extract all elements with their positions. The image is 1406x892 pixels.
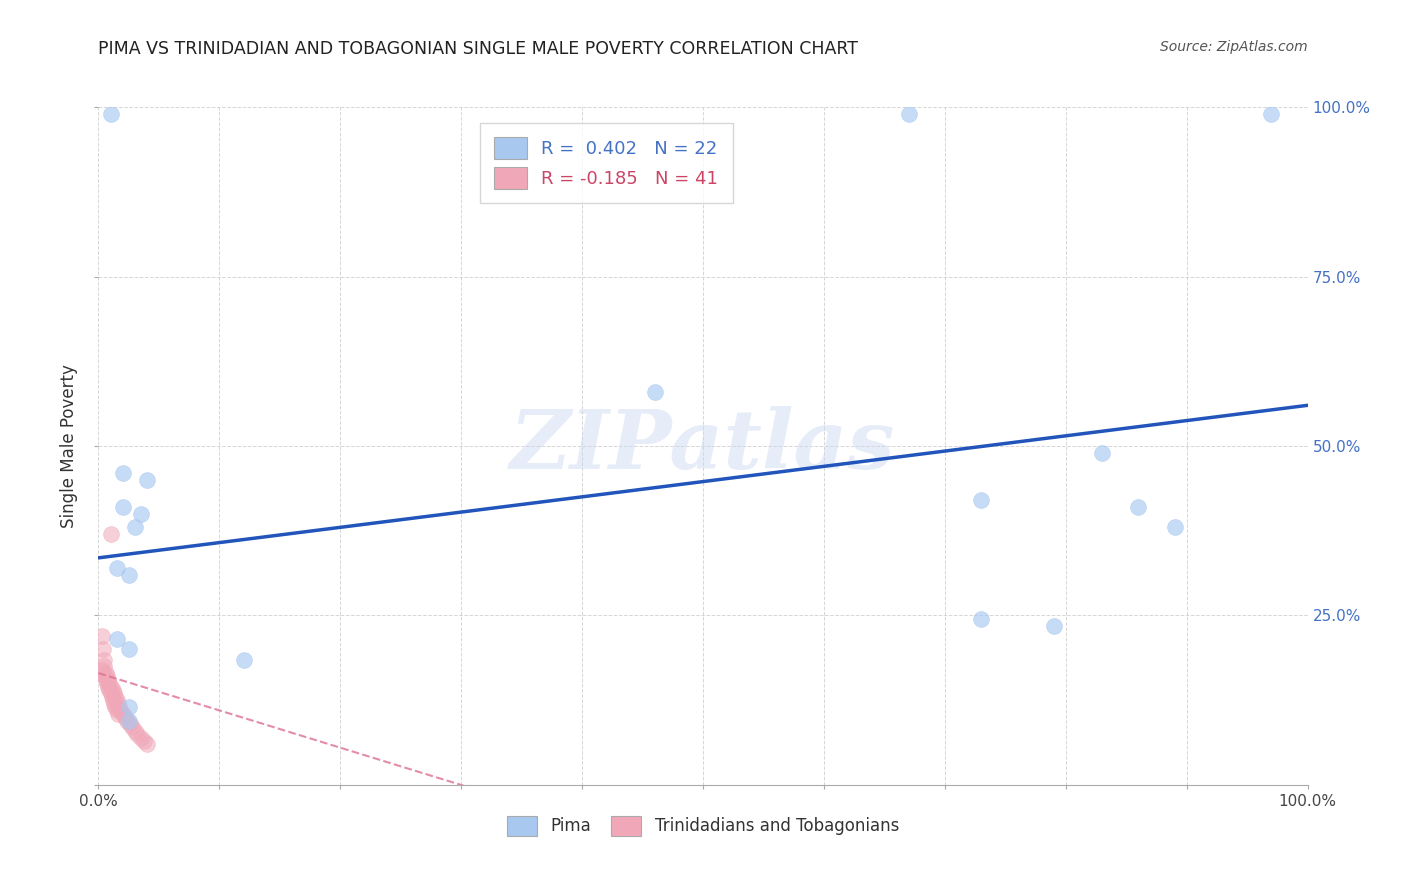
Point	[135, 737, 157, 751]
Point	[105, 693, 128, 707]
Point	[124, 723, 146, 738]
Point	[970, 612, 993, 626]
Point	[135, 473, 157, 487]
Point	[91, 663, 114, 677]
Point	[1042, 618, 1064, 632]
Point	[100, 690, 122, 704]
Text: ZIPatlas: ZIPatlas	[510, 406, 896, 486]
Point	[1163, 520, 1185, 534]
Point	[108, 700, 131, 714]
Point	[94, 666, 117, 681]
Point	[96, 669, 118, 683]
Point	[108, 703, 131, 717]
Point	[121, 720, 143, 734]
Point	[96, 676, 118, 690]
Point	[103, 686, 125, 700]
Point	[97, 680, 120, 694]
Point	[101, 683, 124, 698]
Point	[1128, 500, 1150, 514]
Point	[91, 629, 114, 643]
Text: Source: ZipAtlas.com: Source: ZipAtlas.com	[1160, 40, 1308, 54]
Point	[98, 683, 121, 698]
Y-axis label: Single Male Poverty: Single Male Poverty	[60, 364, 79, 528]
Point	[118, 567, 141, 582]
Point	[129, 507, 152, 521]
Point	[104, 690, 127, 704]
Point	[1260, 107, 1282, 121]
Point	[93, 652, 115, 666]
Point	[117, 714, 139, 728]
Point	[93, 669, 115, 683]
Point	[103, 697, 125, 711]
Point	[118, 714, 141, 728]
Point	[94, 673, 117, 687]
Text: PIMA VS TRINIDADIAN AND TOBAGONIAN SINGLE MALE POVERTY CORRELATION CHART: PIMA VS TRINIDADIAN AND TOBAGONIAN SINGL…	[98, 40, 859, 58]
Point	[93, 659, 115, 673]
Point	[98, 676, 121, 690]
Point	[97, 673, 120, 687]
Point	[101, 693, 124, 707]
Point	[134, 734, 156, 748]
Point	[129, 731, 152, 745]
Point	[124, 520, 146, 534]
Point	[111, 706, 134, 721]
Point	[118, 642, 141, 657]
Point	[100, 680, 122, 694]
Point	[114, 710, 136, 724]
Point	[111, 500, 134, 514]
Point	[107, 706, 129, 721]
Point	[91, 666, 114, 681]
Point	[107, 697, 129, 711]
Point	[104, 700, 127, 714]
Point	[100, 527, 122, 541]
Point	[118, 717, 141, 731]
Point	[111, 466, 134, 480]
Point	[105, 703, 128, 717]
Point	[232, 652, 254, 666]
Point	[100, 107, 122, 121]
Legend: Pima, Trinidadians and Tobagonians: Pima, Trinidadians and Tobagonians	[499, 807, 907, 845]
Point	[1091, 446, 1114, 460]
Point	[897, 107, 920, 121]
Point	[100, 686, 122, 700]
Point	[105, 632, 128, 647]
Point	[644, 384, 666, 399]
Point	[970, 493, 993, 508]
Point	[118, 700, 141, 714]
Point	[91, 642, 114, 657]
Point	[127, 727, 149, 741]
Point	[105, 561, 128, 575]
